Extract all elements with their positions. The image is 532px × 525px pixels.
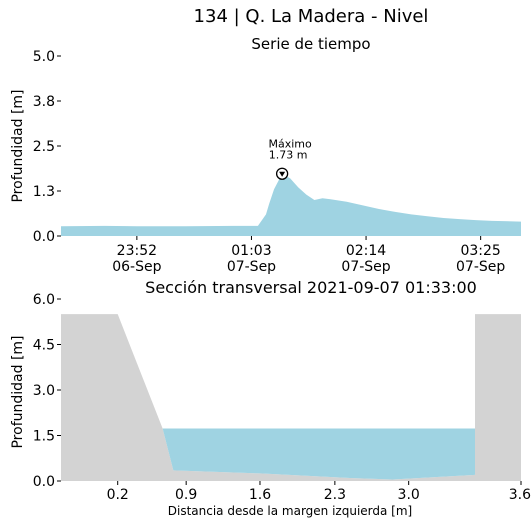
x-tick-label-time: 01:03	[231, 243, 271, 259]
cross-section-chart: Sección transversal 2021-09-07 01:33:00 …	[10, 278, 531, 518]
y-tick-label: 3.8	[33, 94, 55, 110]
y-tick-label: 6.0	[33, 292, 55, 308]
x-tick-label: 0.9	[175, 487, 197, 503]
figure-title: 134 | Q. La Madera - Nivel	[194, 6, 429, 27]
x-tick-label-time: 23:52	[117, 243, 157, 259]
y-tick-label: 1.5	[33, 429, 55, 445]
depth-area	[61, 173, 521, 236]
cross-section-xlabel: Distancia desde la margen izquierda [m]	[168, 504, 412, 518]
x-tick-label-time: 02:14	[346, 243, 386, 259]
cross-section-title: Sección transversal 2021-09-07 01:33:00	[145, 278, 477, 297]
y-tick-label: 0.0	[33, 229, 55, 245]
cross-section-ylabel: Profundidad [m]	[10, 335, 26, 448]
x-tick-label-date: 06-Sep	[112, 259, 161, 275]
time-series-title: Serie de tiempo	[251, 35, 370, 53]
x-tick-label: 3.6	[509, 487, 531, 503]
x-tick-label-date: 07-Sep	[227, 259, 276, 275]
y-tick-label: 1.3	[33, 184, 55, 200]
x-tick-label-time: 03:25	[460, 243, 500, 259]
x-tick-label: 1.6	[249, 487, 271, 503]
x-tick-label: 0.2	[107, 487, 129, 503]
max-label: Máximo	[268, 138, 312, 151]
max-arrow-icon	[279, 171, 286, 177]
y-tick-label: 4.5	[33, 338, 55, 354]
time-series-ylabel: Profundidad [m]	[10, 89, 26, 202]
x-tick-label-date: 07-Sep	[456, 259, 505, 275]
max-value-label: 1.73 m	[269, 149, 308, 162]
y-tick-label: 0.0	[33, 474, 55, 490]
water-area	[162, 428, 475, 480]
x-tick-label-date: 07-Sep	[341, 259, 390, 275]
y-tick-label: 3.0	[33, 383, 55, 399]
time-series-chart: Serie de tiempo Profundidad [m] 0.0 1.3 2.…	[10, 35, 521, 275]
y-tick-label: 5.0	[33, 49, 55, 65]
y-tick-label: 2.5	[33, 139, 55, 155]
x-tick-label: 3.0	[398, 487, 420, 503]
x-tick-label: 2.3	[324, 487, 346, 503]
